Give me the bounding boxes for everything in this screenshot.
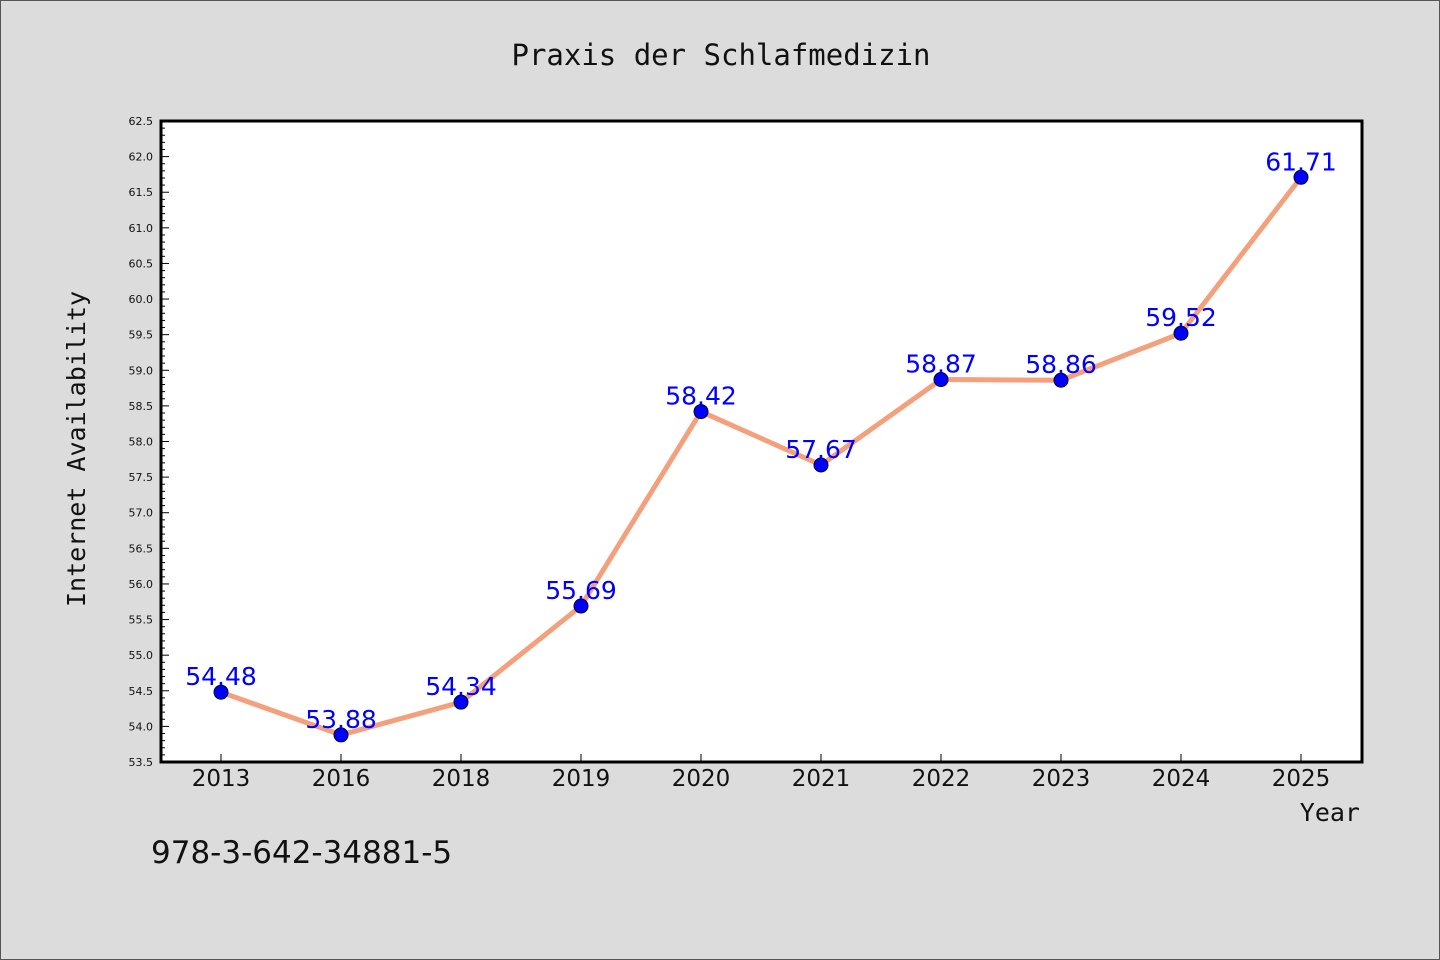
y-tick-label: 59.5 — [129, 329, 154, 342]
y-tick-label: 60.5 — [129, 257, 154, 270]
data-label: 53.88 — [305, 705, 377, 734]
data-point — [453, 694, 469, 710]
x-tick-label: 2023 — [1032, 766, 1091, 792]
data-point — [933, 372, 949, 388]
data-labels: 54.48 53.88 54.34 55.69 58.42 57.67 58.87 58.86… — [185, 147, 1337, 734]
x-tick-label: 2024 — [1152, 766, 1211, 792]
x-axis: 2013 2016 2018 2019 2020 2021 2022 2023 2024 2025 — [192, 754, 1331, 792]
y-tick-label: 57.5 — [129, 471, 154, 484]
y-tick-label: 57.0 — [129, 507, 154, 520]
y-tick-label: 62.5 — [129, 115, 154, 128]
data-point — [333, 727, 349, 743]
data-label: 55.69 — [545, 576, 617, 605]
y-tick-label: 53.5 — [129, 756, 154, 769]
y-tick-label: 56.0 — [129, 578, 154, 591]
data-point — [1173, 325, 1189, 341]
y-axis: 53.5 54.0 54.5 55.0 55.5 56.0 56.5 57.0 57.5 58.0… — [129, 115, 169, 769]
x-tick-label: 2022 — [912, 766, 971, 792]
y-tick-label: 55.0 — [129, 649, 154, 662]
plot-area — [159, 119, 1364, 764]
y-tick-label: 56.5 — [129, 542, 154, 555]
data-label: 58.86 — [1025, 350, 1097, 379]
chart-title: Praxis der Schlafmedizin — [511, 38, 930, 72]
y-tick-label: 61.5 — [129, 186, 154, 199]
data-label: 54.48 — [185, 662, 257, 691]
data-point — [213, 684, 229, 700]
data-point — [1053, 372, 1069, 388]
y-tick-label: 59.0 — [129, 364, 154, 377]
y-tick-label: 58.5 — [129, 400, 154, 413]
y-tick-label: 54.0 — [129, 720, 154, 733]
x-tick-label: 2019 — [552, 766, 611, 792]
data-label: 57.67 — [785, 435, 857, 464]
data-point — [813, 457, 829, 473]
y-tick-label: 55.5 — [129, 614, 154, 627]
y-tick-label: 62.0 — [129, 151, 154, 164]
y-tick-label: 60.0 — [129, 293, 154, 306]
data-point — [693, 404, 709, 420]
isbn-text: 978-3-642-34881-5 — [151, 835, 453, 871]
data-label: 58.42 — [665, 382, 737, 411]
data-label: 59.52 — [1145, 303, 1217, 332]
x-tick-label: 2021 — [792, 766, 851, 792]
data-point — [1293, 169, 1309, 185]
y-axis-label: Internet Availability — [62, 291, 91, 607]
x-tick-label: 2016 — [312, 766, 371, 792]
series-line — [218, 174, 1304, 738]
data-label: 54.34 — [425, 672, 497, 701]
series-polyline — [218, 174, 1304, 738]
x-tick-label: 2020 — [672, 766, 731, 792]
y-tick-label: 54.5 — [129, 685, 154, 698]
data-label: 61.71 — [1265, 147, 1337, 176]
x-tick-label: 2018 — [432, 766, 491, 792]
x-tick-label: 2013 — [192, 766, 251, 792]
y-tick-label: 58.0 — [129, 436, 154, 449]
data-label: 58.87 — [905, 350, 977, 379]
x-tick-label: 2025 — [1272, 766, 1331, 792]
y-tick-label: 61.0 — [129, 222, 154, 235]
data-point — [573, 598, 589, 614]
series-markers — [213, 169, 1309, 743]
x-axis-label: Year — [1300, 798, 1360, 827]
